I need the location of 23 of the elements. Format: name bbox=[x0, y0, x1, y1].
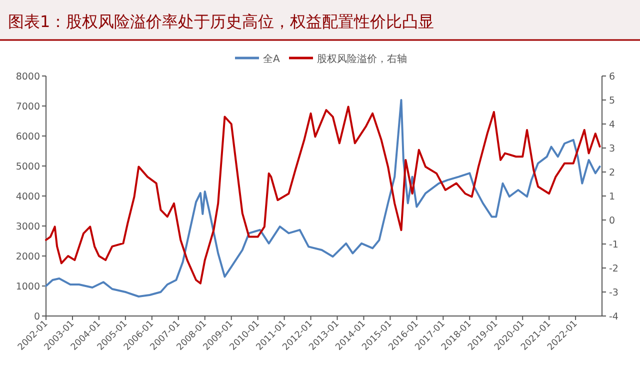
y-tick-label: 0 bbox=[34, 312, 40, 322]
y2-tick-label: -4 bbox=[609, 312, 618, 322]
y2-tick-label: 2 bbox=[609, 168, 616, 178]
y2-tick-label: -2 bbox=[609, 264, 618, 274]
y2-tick-label: 3 bbox=[609, 144, 616, 154]
y2-tick-label: -3 bbox=[609, 288, 618, 298]
y2-tick-label: 4 bbox=[609, 120, 616, 130]
legend-label: 股权风险溢价，右轴 bbox=[317, 53, 407, 65]
y2-tick-label: -1 bbox=[609, 240, 618, 250]
y-tick-label: 7000 bbox=[16, 102, 40, 112]
y-tick-label: 3000 bbox=[16, 222, 40, 232]
y-tick-label: 6000 bbox=[16, 132, 40, 142]
title: 图表1：股权风险溢价率处于历史高位，权益配置性价比凸显 bbox=[8, 12, 434, 31]
legend-label: 全A bbox=[263, 53, 280, 65]
y2-tick-label: 0 bbox=[609, 216, 616, 226]
y-tick-label: 1000 bbox=[16, 282, 40, 292]
y-tick-label: 5000 bbox=[16, 162, 40, 172]
y2-tick-label: 5 bbox=[609, 96, 616, 106]
y2-tick-label: 1 bbox=[609, 192, 616, 202]
y-tick-label: 2000 bbox=[16, 252, 40, 262]
y-tick-label: 4000 bbox=[16, 192, 40, 202]
y-tick-label: 8000 bbox=[16, 72, 40, 82]
y2-tick-label: 6 bbox=[609, 72, 616, 82]
